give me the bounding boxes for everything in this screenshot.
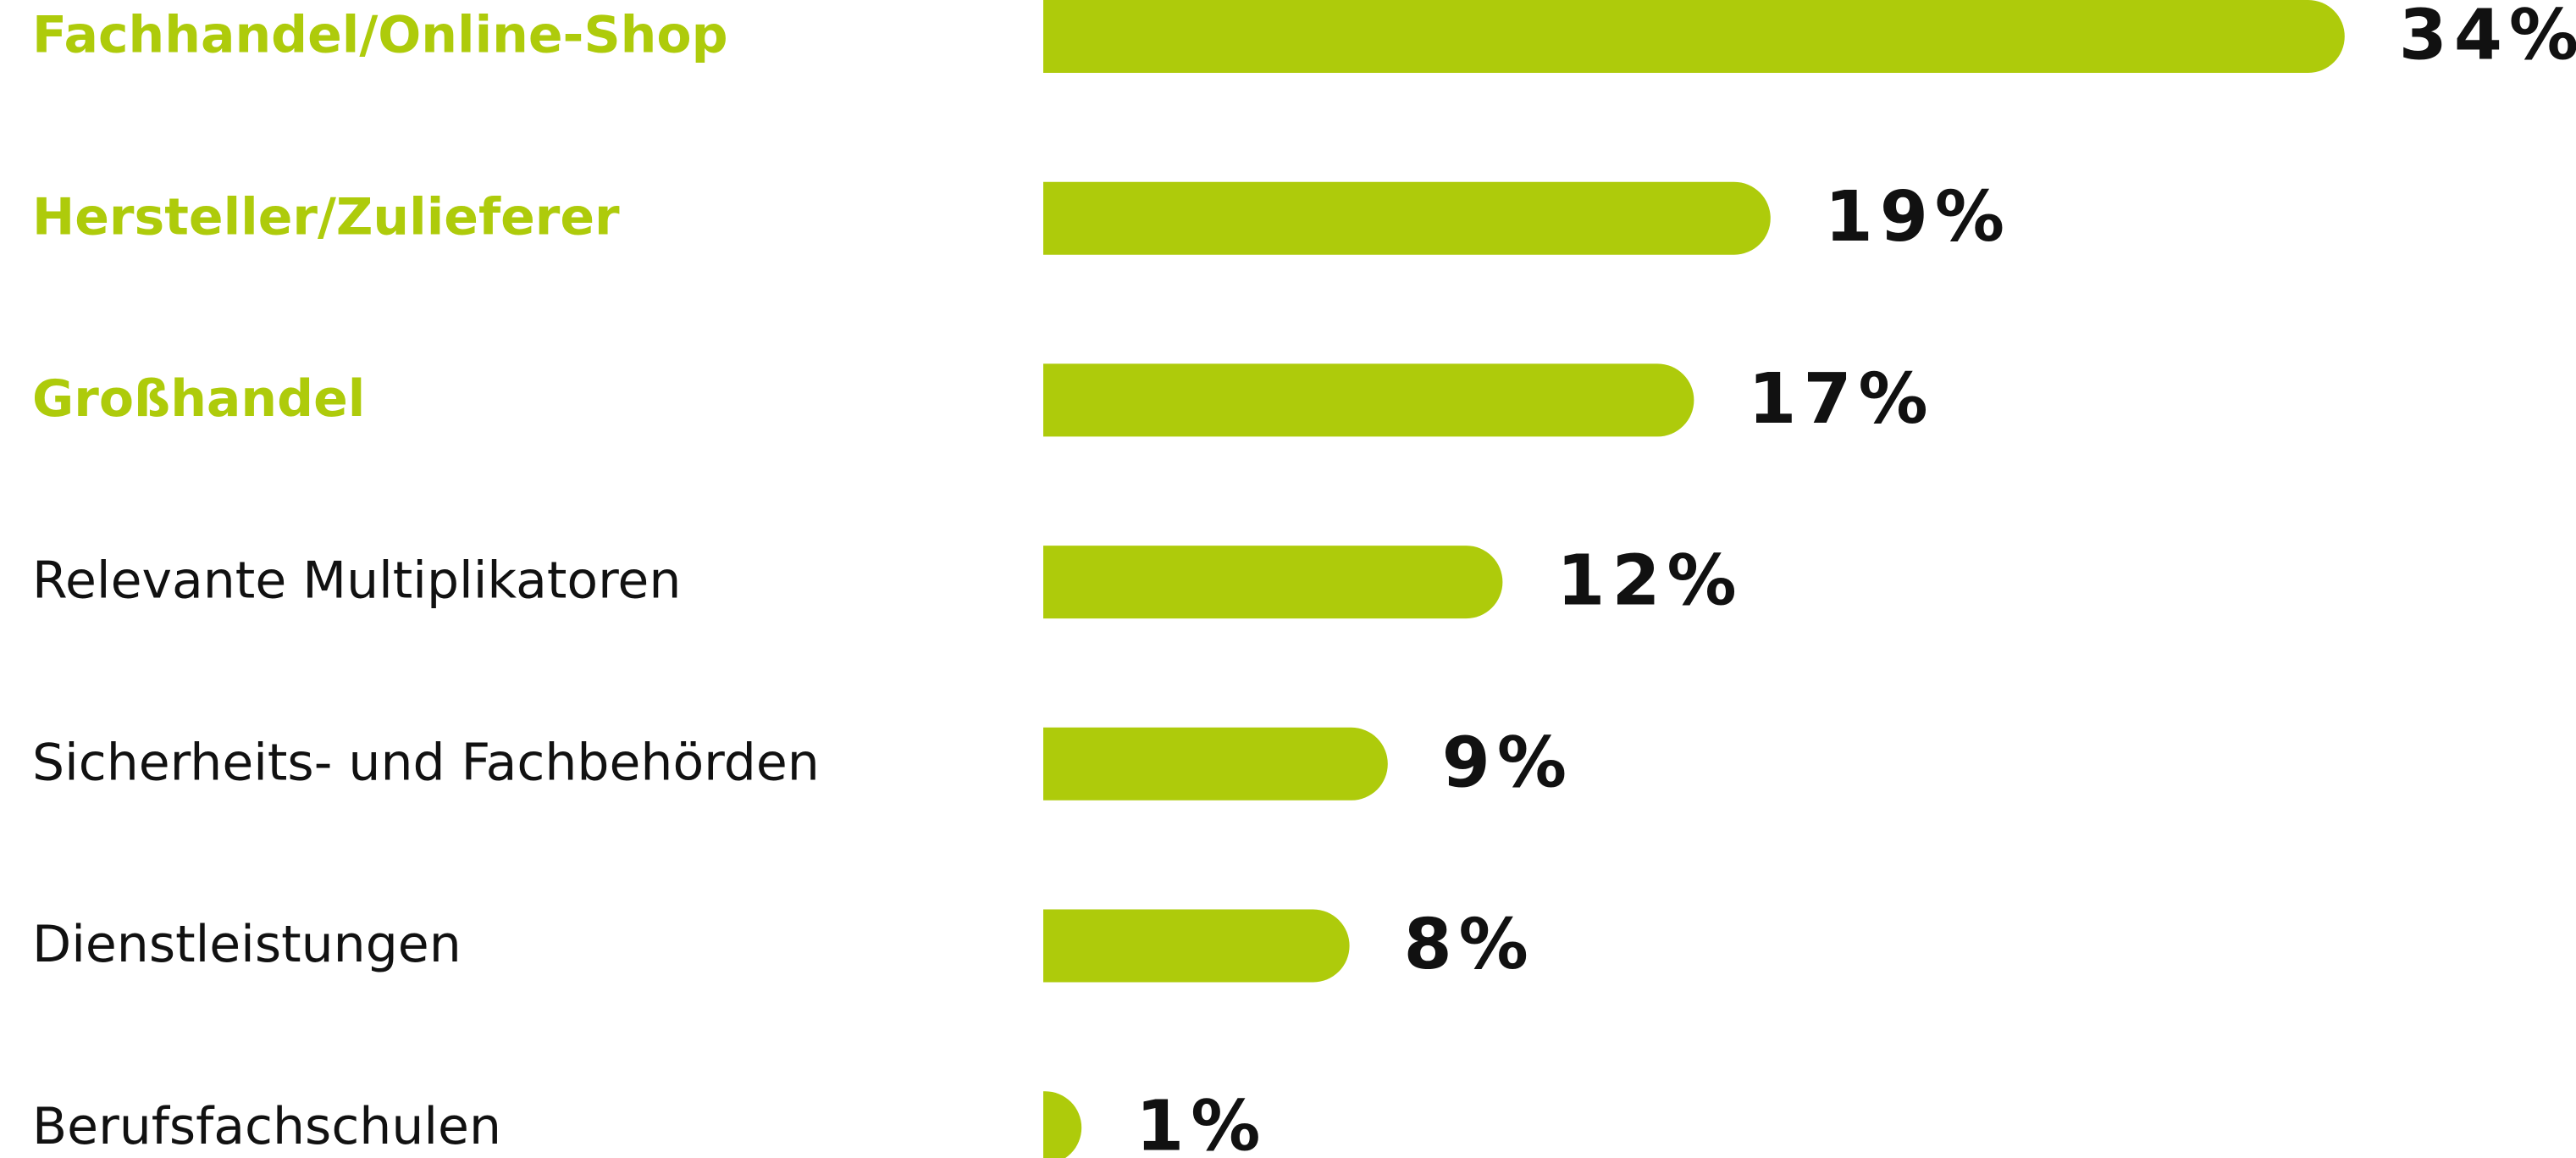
value-label: 12% xyxy=(1556,541,1743,622)
category-label: Relevante Multiplikatoren xyxy=(32,551,681,611)
category-label: Berufsfachschulen xyxy=(32,1097,501,1156)
bar xyxy=(1043,181,1771,255)
bar xyxy=(1043,727,1388,801)
bar xyxy=(1043,1091,1082,1158)
bar xyxy=(1043,0,2345,73)
category-label: Hersteller/Zulieferer xyxy=(32,187,620,247)
bar xyxy=(1043,363,1694,437)
value-label: 1% xyxy=(1136,1087,1267,1158)
category-label: Dienstleistungen xyxy=(32,915,462,974)
value-label: 19% xyxy=(1825,177,2011,258)
value-label: 8% xyxy=(1404,905,1535,985)
value-label: 17% xyxy=(1748,359,1934,440)
category-label: Fachhandel/Online-Shop xyxy=(32,6,728,65)
value-label: 9% xyxy=(1442,723,1573,803)
category-label: Großhandel xyxy=(32,369,365,429)
bar xyxy=(1043,546,1503,619)
category-label: Sicherheits- und Fachbehörden xyxy=(32,733,820,792)
bar xyxy=(1043,909,1350,983)
value-label: 34% xyxy=(2399,0,2576,75)
